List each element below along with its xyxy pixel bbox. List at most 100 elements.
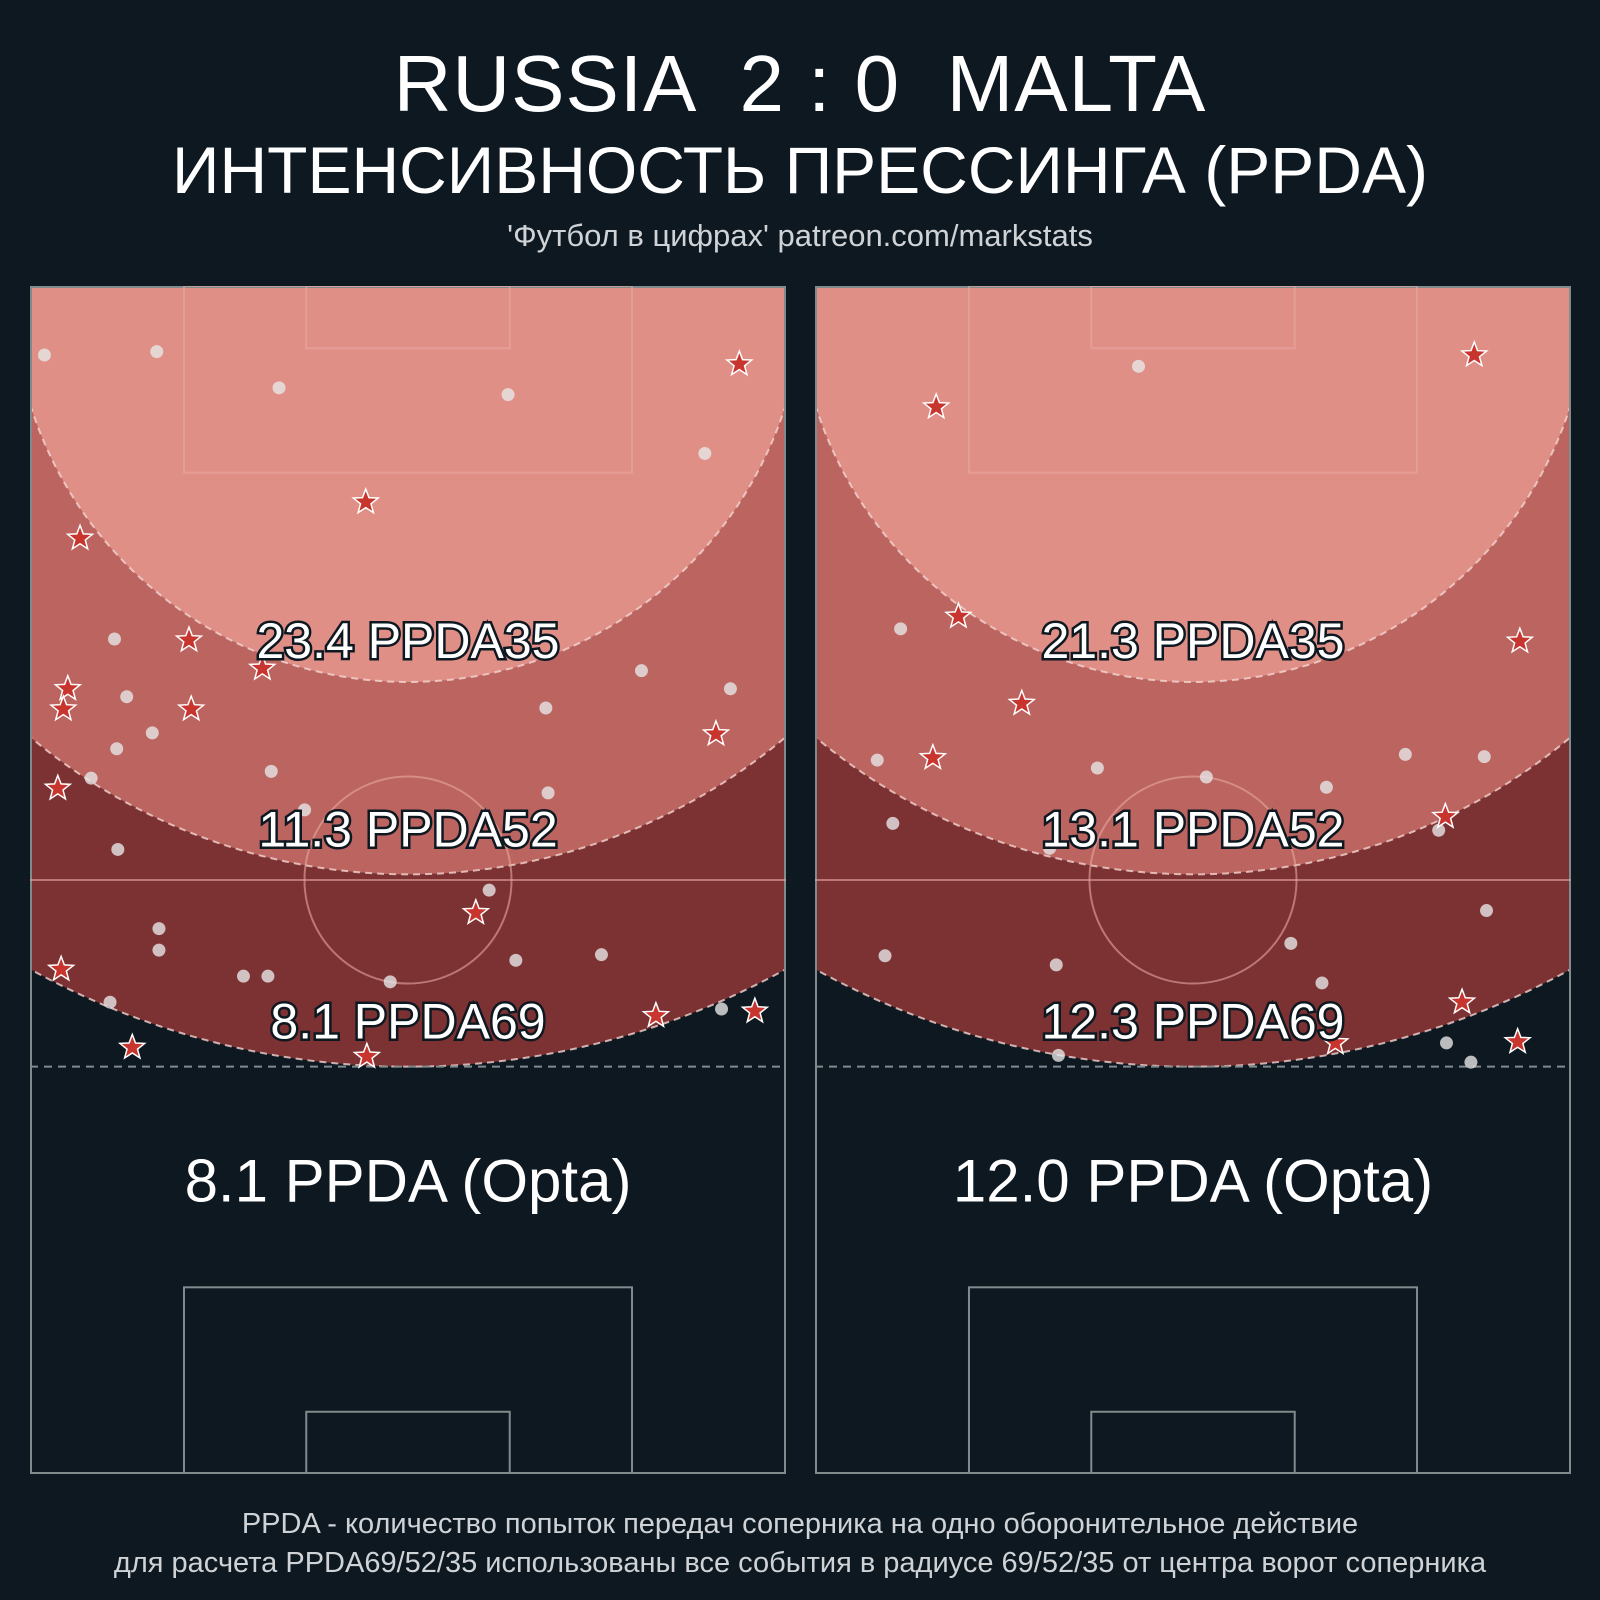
match-title: RUSSIA 2 : 0 MALTA [393,39,1207,128]
penalty-box-top [182,286,634,474]
six-yard-box-bottom [305,1410,511,1474]
pitch-panel-russia: 23.4 PPDA35 11.3 PPDA52 8.1 PPDA69 8.1 PPDA… [30,286,786,1474]
pitch-chart: 21.3 PPDA35 13.1 PPDA52 12.3 PPDA69 12.0 PP… [815,286,1571,1474]
event-dot [145,726,159,740]
event-dot [541,786,555,800]
event-star [43,773,73,801]
event-dot [1090,761,1104,775]
event-dot [1319,780,1333,794]
event-stars [43,348,770,1069]
event-dot [1315,976,1329,990]
zone-ppda35 [815,286,1571,682]
label-ppda-opta: 8.1 PPDA (Opta) [185,1148,632,1215]
event-dot [152,943,166,957]
event-dot [150,345,164,359]
event-star [1430,801,1460,829]
event-dot [107,632,121,646]
event-dot [634,664,648,678]
event-star [921,391,951,420]
label-ppda35: 23.4 PPDA35 [257,613,560,669]
event-dot [1464,1055,1478,1069]
pressing-zones [30,286,786,1068]
event-dots [870,359,1494,1069]
event-dot [1199,770,1213,784]
six-yard-box-top [1090,286,1296,350]
label-ppda69: 8.1 PPDA69 [270,994,545,1050]
event-dot [501,388,515,402]
event-dot [110,742,124,756]
event-dot [152,922,166,936]
pitch-panel-malta: 21.3 PPDA35 13.1 PPDA52 12.3 PPDA69 12.0 PP… [815,286,1571,1474]
event-dot [1477,750,1491,764]
zone-ppda35 [30,286,786,682]
label-ppda69: 12.3 PPDA69 [1042,994,1345,1050]
label-ppda-opta: 12.0 PPDA (Opta) [953,1148,1433,1215]
footer-line-2: для расчета PPDA69/52/35 использованы вс… [113,1547,1487,1579]
event-dot [723,682,737,696]
event-star [740,996,770,1024]
event-dots [37,345,737,1016]
event-dot [261,969,275,983]
event-dot [383,975,397,989]
event-stars [918,339,1535,1056]
event-dot [1480,904,1494,918]
event-star [461,897,491,926]
event-dot [878,949,892,963]
event-star [117,1032,147,1060]
event-dot [84,771,98,785]
event-dot [272,381,286,395]
event-star [701,718,731,747]
event-star [247,653,277,681]
event-dot [103,995,117,1009]
event-star [1007,688,1037,716]
pressing-zones [815,286,1571,1068]
centre-circle [303,775,513,985]
event-dot [482,883,496,897]
label-ppda52: 13.1 PPDA52 [1042,801,1345,857]
event-star [918,742,948,771]
pitch-chart: 23.4 PPDA35 11.3 PPDA52 8.1 PPDA69 8.1 PPDA… [30,286,786,1474]
event-star [53,673,83,702]
event-dot [594,948,608,962]
event-dot [1439,1036,1453,1050]
event-dot [1432,823,1446,837]
event-dot [1132,359,1146,373]
credit-line: 'Футбол в цифрах' patreon.com/markstats [507,218,1093,253]
event-dot [1043,841,1057,855]
event-star [1447,987,1477,1015]
event-dot [509,953,523,967]
event-dot [111,842,125,856]
event-star [352,1041,382,1069]
footer-notes: PPDA - количество попыток передач соперн… [0,1505,1600,1583]
event-star [724,348,754,377]
event-dot [698,446,712,460]
six-yard-box-top [305,286,511,350]
event-star [1459,339,1489,368]
event-star [944,601,973,629]
centre-circle [1088,775,1298,985]
event-star [641,1000,671,1029]
event-dot [120,690,134,704]
event-star [1503,1026,1533,1055]
event-dot [37,348,51,362]
event-star [176,694,206,722]
six-yard-box-bottom [1090,1410,1296,1474]
zone-ppda52-boundary [815,735,1571,876]
event-star [65,523,95,551]
event-dot [236,969,250,983]
chart-subtitle: ИНТЕНСИВНОСТЬ ПРЕССИНГА (PPDA) [172,133,1428,207]
event-star [1505,626,1535,654]
event-star [46,954,76,982]
footer-line-1: PPDA - количество попыток передач соперн… [241,1508,1359,1540]
event-dot [1051,1048,1065,1062]
event-dot [1049,958,1063,972]
event-dot [715,1002,729,1016]
event-dot [539,701,553,715]
event-dot [1398,747,1412,761]
event-star [351,486,381,515]
label-ppda52: 11.3 PPDA52 [258,801,557,857]
event-star [1320,1027,1350,1056]
event-dot [894,622,908,636]
zone-ppda52-boundary [30,735,786,876]
label-ppda35: 21.3 PPDA35 [1042,613,1345,669]
